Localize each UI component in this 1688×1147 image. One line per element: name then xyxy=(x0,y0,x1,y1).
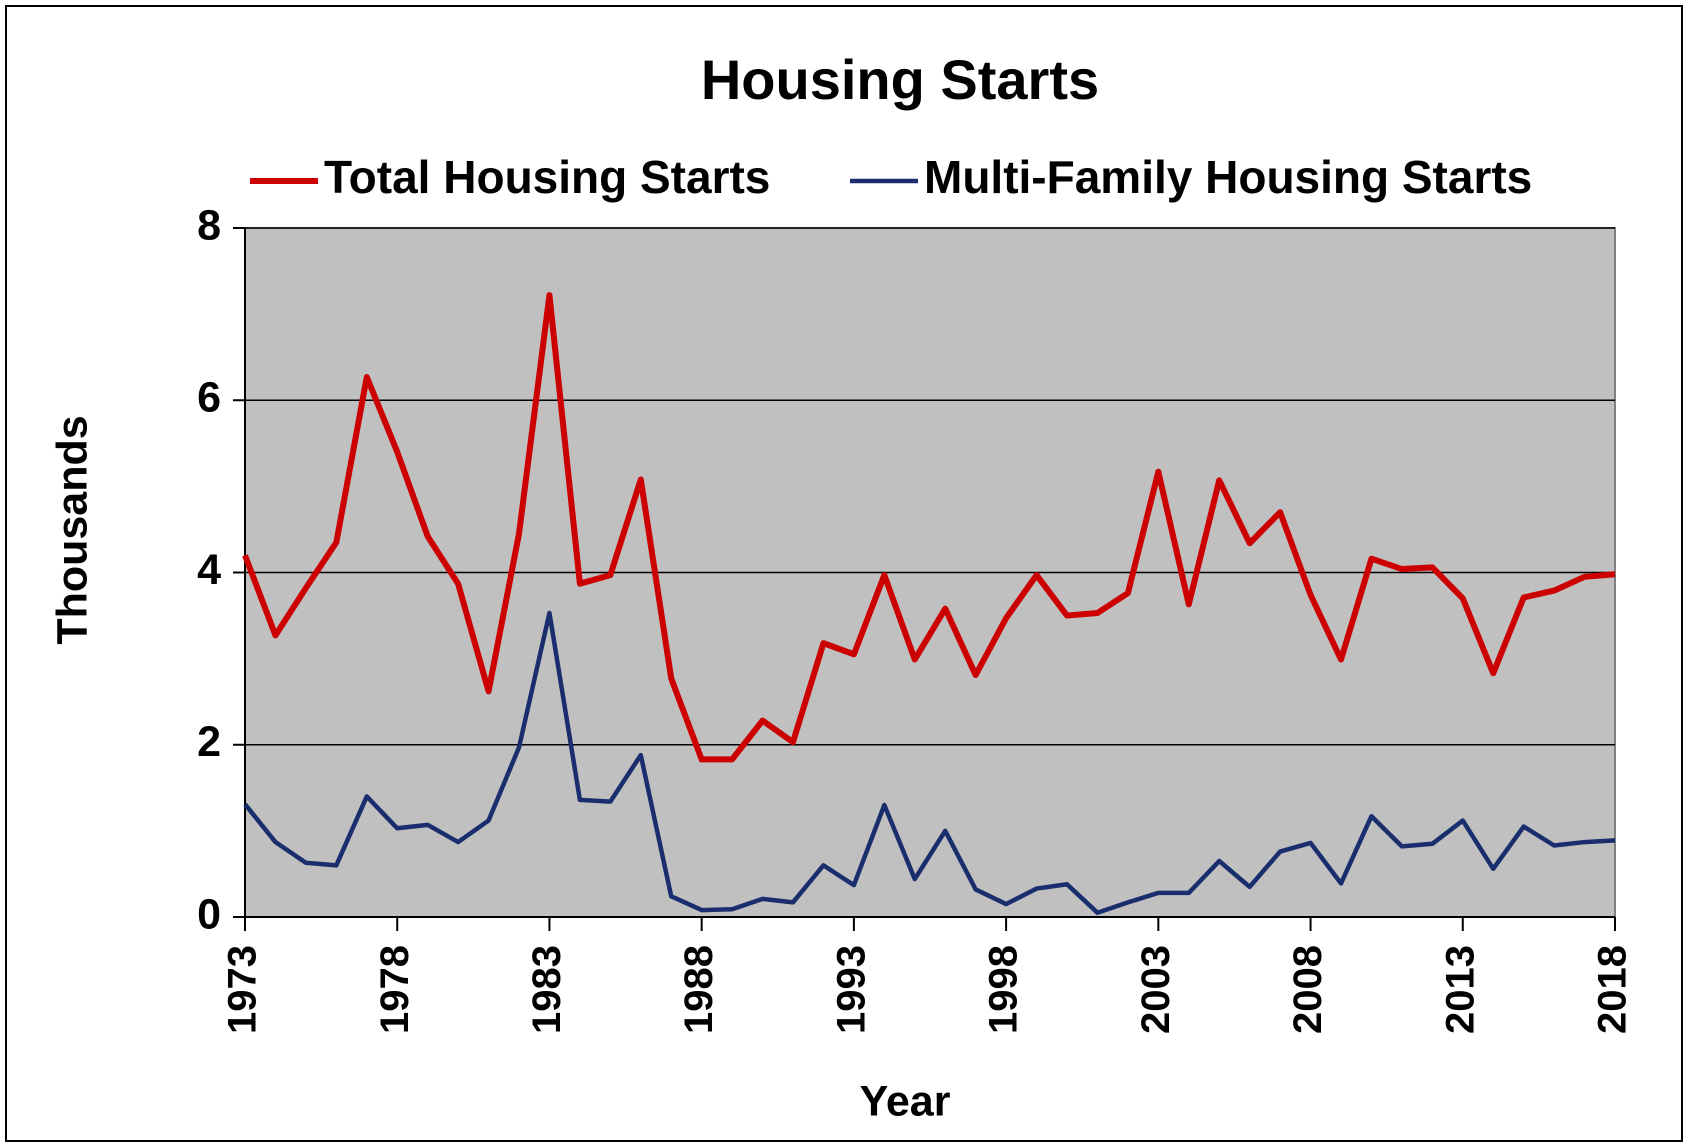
y-tick-label: 6 xyxy=(197,374,221,422)
series-line xyxy=(243,610,1616,915)
x-tick-label: 1978 xyxy=(373,945,417,1034)
chart-title: Housing Starts xyxy=(701,48,1099,111)
legend-label: Multi-Family Housing Starts xyxy=(924,151,1532,203)
x-tick-label: 2018 xyxy=(1591,945,1635,1034)
x-tick-label: 1993 xyxy=(829,945,873,1034)
series-line xyxy=(242,292,1616,763)
x-tick-label: 2013 xyxy=(1438,945,1482,1034)
x-tick-label: 2003 xyxy=(1134,945,1178,1034)
y-tick-label: 2 xyxy=(197,718,221,766)
y-tick-label: 8 xyxy=(197,201,221,249)
x-tick-label: 1973 xyxy=(221,945,265,1034)
x-tick-label: 2008 xyxy=(1286,945,1330,1034)
x-axis-label: Year xyxy=(860,1077,951,1125)
x-tick-label: 1988 xyxy=(677,945,721,1034)
y-tick-label: 4 xyxy=(197,546,221,594)
y-axis-label: Thousands xyxy=(48,415,96,644)
y-tick-label: 0 xyxy=(197,890,221,938)
x-tick-label: 1998 xyxy=(982,945,1026,1034)
legend-label: Total Housing Starts xyxy=(324,151,770,203)
x-tick-label: 1983 xyxy=(525,945,569,1034)
